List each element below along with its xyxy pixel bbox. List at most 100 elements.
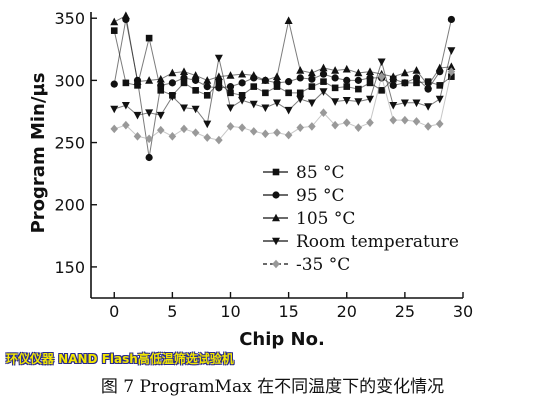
data-point [400,99,409,108]
legend-label: 105 °C [296,209,355,229]
series-line [113,30,452,96]
data-point [308,83,316,90]
data-point [296,66,305,74]
data-point [157,81,165,89]
data-point [412,74,421,82]
data-point [296,74,304,82]
data-point [307,99,316,108]
data-point [168,132,177,141]
legend-label: 85 °C [296,163,345,183]
data-point [134,82,141,89]
data-point [447,67,456,76]
data-point [331,66,340,74]
legend-label: 95 °C [296,186,345,206]
data-point [168,79,176,87]
data-point [133,111,142,120]
data-point [249,127,258,136]
data-point [273,79,281,87]
data-point [284,16,293,25]
legend-entry: Room temperature [263,232,459,252]
legend-marker [272,191,280,199]
data-point [296,123,305,132]
data-point [273,72,281,80]
data-point [145,153,153,162]
series-2 [110,11,456,89]
data-point [413,79,420,87]
data-point [121,11,130,20]
data-point [273,128,281,137]
data-point [412,99,421,108]
x-tick-label: 5 [167,302,177,321]
data-point [226,71,235,79]
data-point [331,98,340,106]
y-tick-label: 150 [54,258,85,277]
data-point [226,122,235,131]
data-point [168,68,177,77]
data-point [412,117,421,126]
x-tick-label: 10 [220,302,240,321]
data-point [389,81,397,89]
data-point [435,63,444,72]
series-4 [110,67,456,145]
data-point [319,108,328,118]
data-point [203,133,212,142]
y-tick-label: 250 [54,134,85,153]
x-axis-title: Chip No. [239,329,325,350]
x-tick-label: 15 [278,302,298,321]
data-point [215,135,223,145]
data-point [191,105,200,114]
data-point [447,15,455,24]
data-point [180,79,188,87]
data-point [355,85,362,93]
data-point [249,71,258,79]
data-point [377,58,386,67]
data-point [214,54,223,63]
data-point [319,63,328,72]
data-point [215,84,223,92]
data-point [156,74,165,83]
data-point [366,79,374,87]
data-point [157,87,165,94]
series-1 [110,15,455,162]
data-point [168,93,177,101]
data-point [191,128,200,137]
data-point [284,106,293,115]
data-point [145,134,153,144]
data-point [354,68,363,77]
data-point [331,120,339,130]
series-line [113,19,452,158]
data-point [435,95,444,104]
data-point [307,68,316,77]
data-point [285,78,293,86]
data-point [342,64,351,73]
data-point [192,87,199,94]
data-point [180,124,188,134]
data-point [366,74,374,82]
series-line [114,50,452,126]
data-point [249,100,258,109]
data-point [238,79,246,87]
data-point [401,79,409,87]
data-point [214,72,223,80]
data-point [296,89,304,97]
x-tick-label: 20 [337,302,357,321]
legend-marker [272,259,280,269]
series-line [114,14,452,87]
data-point [308,122,316,131]
data-point [262,89,269,97]
data-point [110,80,118,88]
data-point [319,70,328,78]
data-point [133,132,142,141]
data-point [180,104,188,113]
data-point [389,72,398,80]
data-point [448,73,455,80]
data-point [156,111,165,120]
data-point [354,98,363,106]
data-point [145,109,154,118]
series-layer [110,11,456,162]
data-point [401,115,409,125]
data-point [110,27,118,34]
data-point [354,76,362,84]
legend: 85 °C 95 °C 105 °C Room temperature -35 °C [263,163,459,275]
data-point [203,76,212,84]
